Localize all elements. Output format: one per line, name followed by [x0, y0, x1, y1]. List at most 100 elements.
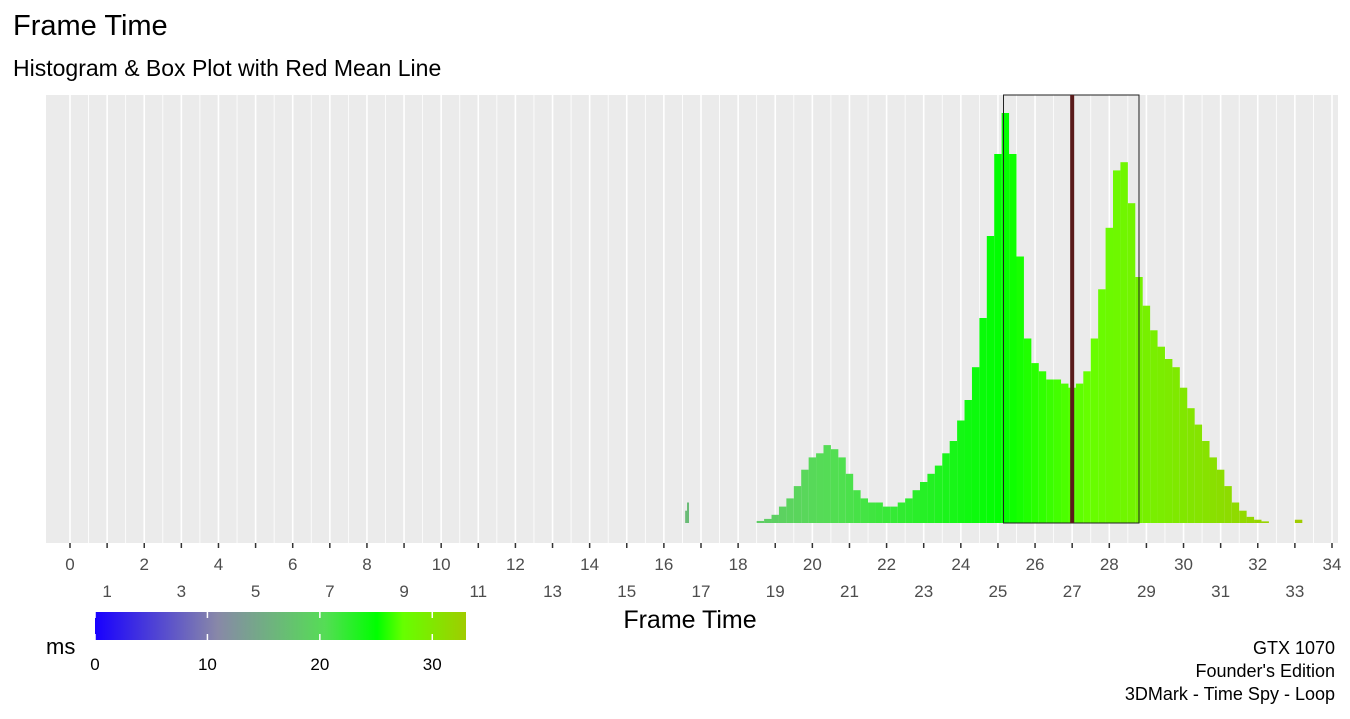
histogram-bar [979, 318, 987, 523]
histogram-bar [838, 457, 846, 523]
histogram-bar [897, 502, 906, 523]
histogram-bar [853, 490, 861, 523]
histogram-bar [845, 473, 854, 523]
x-tick-label: 17 [692, 582, 711, 601]
x-tick-label: 1 [102, 582, 111, 601]
histogram-bar [882, 506, 891, 523]
histogram-bar [1016, 256, 1024, 523]
x-tick-label: 3 [177, 582, 186, 601]
histogram-bar [1172, 367, 1180, 523]
x-tick-label: 33 [1285, 582, 1304, 601]
histogram-bar [1127, 203, 1136, 523]
caption-line-1: GTX 1070 [1252, 638, 1335, 658]
x-tick-label: 26 [1026, 555, 1045, 574]
chart-title: Frame Time [13, 10, 168, 42]
x-tick-label: 32 [1248, 555, 1267, 574]
histogram-bar [1194, 424, 1203, 523]
x-tick-label: 2 [140, 555, 149, 574]
histogram-bar [808, 457, 817, 523]
x-tick-label: 5 [251, 582, 260, 601]
histogram-bar [1202, 441, 1210, 523]
histogram-bar [1075, 383, 1084, 523]
histogram-bar [994, 154, 1002, 523]
x-tick-label: 6 [288, 555, 297, 574]
colorbar-gradient [95, 612, 466, 640]
histogram-bar [1113, 170, 1121, 523]
histogram-bar [1294, 519, 1303, 523]
histogram-bar [771, 514, 779, 523]
x-tick-label: 4 [214, 555, 223, 574]
colorbar-tick-label: 10 [198, 655, 217, 674]
x-tick-label: 18 [729, 555, 748, 574]
x-tick-label: 29 [1137, 582, 1156, 601]
histogram-bar [1261, 521, 1269, 523]
histogram-bar [1164, 359, 1173, 523]
histogram-bar [919, 482, 928, 523]
x-tick-label: 10 [432, 555, 451, 574]
x-tick-label: 19 [766, 582, 785, 601]
x-tick-label: 7 [325, 582, 334, 601]
histogram-bar [1187, 408, 1195, 523]
histogram-bar [1157, 346, 1165, 523]
x-tick-label: 12 [506, 555, 525, 574]
histogram-bar [905, 498, 913, 523]
histogram-bar [1239, 510, 1247, 523]
histogram-bar [687, 502, 690, 523]
x-tick-label: 16 [654, 555, 673, 574]
histogram-bar [942, 453, 950, 523]
histogram-bar [1231, 502, 1240, 523]
x-tick-label: 9 [399, 582, 408, 601]
histogram-bar [1216, 469, 1225, 523]
x-tick-label: 20 [803, 555, 822, 574]
histogram-bar [927, 473, 935, 523]
histogram-bar [1209, 457, 1217, 523]
histogram-bar [912, 490, 920, 523]
histogram-bar [1009, 154, 1017, 523]
histogram-bar [964, 400, 972, 523]
histogram-bar [1023, 338, 1032, 523]
histogram-bar [1083, 371, 1091, 523]
histogram-bar [685, 510, 688, 523]
histogram-bar [1142, 305, 1151, 523]
x-axis-label: Frame Time [623, 606, 756, 634]
histogram-bar [875, 502, 883, 523]
histogram-bar [786, 498, 794, 523]
histogram-bar [1150, 330, 1158, 523]
chart-subtitle: Histogram & Box Plot with Red Mean Line [13, 55, 442, 81]
histogram-bar [890, 506, 898, 523]
histogram-bar [830, 449, 839, 523]
x-tick-label: 30 [1174, 555, 1193, 574]
histogram-bar [934, 465, 943, 523]
histogram-bar [1105, 227, 1114, 524]
x-tick-label: 8 [362, 555, 371, 574]
histogram-bar [1120, 162, 1128, 523]
caption-line-2: Founder's Edition [1195, 661, 1335, 681]
histogram-bar [823, 445, 831, 523]
caption-line-3: 3DMark - Time Spy - Loop [1124, 684, 1335, 704]
histogram-bar [1179, 387, 1188, 523]
histogram-bar [1038, 371, 1047, 523]
x-tick-label: 15 [617, 582, 636, 601]
histogram-bar [764, 518, 772, 523]
histogram-bar [778, 506, 787, 523]
colorbar-tick-label: 0 [90, 655, 99, 674]
x-tick-label: 11 [469, 582, 487, 601]
histogram-bar [801, 469, 809, 523]
histogram-bar [1061, 383, 1069, 523]
x-tick-label: 31 [1211, 582, 1230, 601]
histogram-bar [756, 520, 765, 523]
x-tick-label: 0 [65, 555, 74, 574]
histogram-bar [1090, 338, 1099, 523]
colorbar-title: ms [46, 634, 75, 659]
histogram-bar [949, 441, 958, 523]
x-tick-label: 24 [951, 555, 970, 574]
histogram-bar [793, 486, 802, 523]
histogram-bar [1224, 486, 1232, 523]
x-tick-label: 22 [877, 555, 896, 574]
x-tick-label: 14 [580, 555, 599, 574]
histogram-bar [1046, 379, 1054, 523]
x-tick-label: 28 [1100, 555, 1119, 574]
histogram-bar [1001, 113, 1010, 523]
histogram-bar [971, 367, 980, 523]
